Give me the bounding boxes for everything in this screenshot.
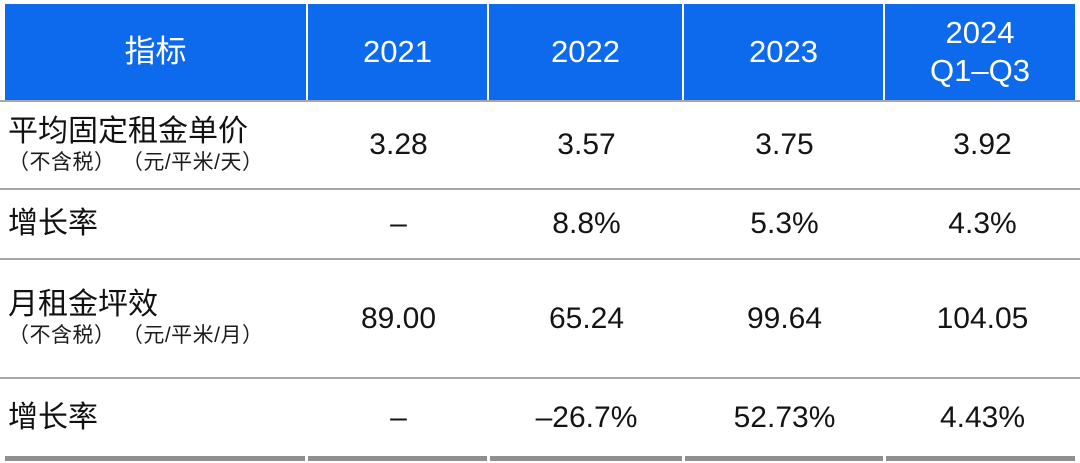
value-cell-2023: 5.3% [750,207,819,240]
row-label-cell: 月租金坪效 （不含税） （元/平米/月） [0,288,308,349]
table-row-growth-rate-1: 增长率 – 8.8% 5.3% 4.3% [0,188,1080,258]
row-label: 增长率 [8,400,98,434]
table-bottom-border-segment [308,456,487,461]
table-bottom-border-segment [490,456,682,461]
value-cell-2024: 4.43% [939,400,1026,434]
row-label-cell: 增长率 [0,401,308,435]
value-cell-2022: 65.24 [548,301,625,335]
value-cell-2021: 89.00 [360,301,437,335]
row-label: 平均固定租金单价 [8,114,248,148]
value-cell-2024: 4.3% [948,207,1017,240]
value-cell-2023: 3.75 [755,128,814,161]
header-cell-2024-q1-q3: 2024 Q1–Q3 [885,4,1075,100]
table-bottom-border-segment [886,456,1075,461]
value-cell-2023: 99.64 [746,301,823,335]
value-cell-2024: 104.05 [936,301,1029,335]
header-cell-2022: 2022 [489,4,684,100]
header-cell-2021: 2021 [308,4,489,100]
row-label: 月租金坪效 [8,288,158,321]
table-header-row: 指标 2021 2022 2023 2024 Q1–Q3 [5,4,1075,100]
header-cell-indicator: 指标 [5,4,308,100]
header-cell-2023: 2023 [684,4,885,100]
value-cell-2022: 3.57 [557,128,616,161]
value-cell-2022: 8.8% [552,207,621,240]
value-cell-2022: –26.7% [535,400,638,434]
table-row-monthly-rent-efficiency: 月租金坪效 （不含税） （元/平米/月） 89.00 65.24 99.64 1… [0,258,1080,377]
value-cell-2021: – [390,207,407,240]
value-cell-2021: 3.28 [369,128,428,161]
table-bottom-border-segment [685,456,883,461]
table-bottom-border [5,456,1075,461]
value-cell-2021: – [390,400,407,434]
row-sublabel: （不含税） （元/平米/天） [8,150,264,174]
table-row-avg-fixed-rent: 平均固定租金单价 （不含税） （元/平米/天） 3.28 3.57 3.75 3… [0,100,1080,188]
value-cell-2024: 3.92 [953,128,1012,161]
row-label: 增长率 [8,207,98,240]
row-sublabel: （不含税） （元/平米/月） [8,324,264,347]
row-label-cell: 增长率 [0,207,308,241]
table-body: 平均固定租金单价 （不含税） （元/平米/天） 3.28 3.57 3.75 3… [0,100,1080,456]
table-bottom-border-segment [5,456,305,461]
value-cell-2023: 52.73% [733,400,836,434]
row-label-cell: 平均固定租金单价 （不含税） （元/平米/天） [0,115,308,176]
table-row-growth-rate-2: 增长率 – –26.7% 52.73% 4.43% [0,377,1080,456]
